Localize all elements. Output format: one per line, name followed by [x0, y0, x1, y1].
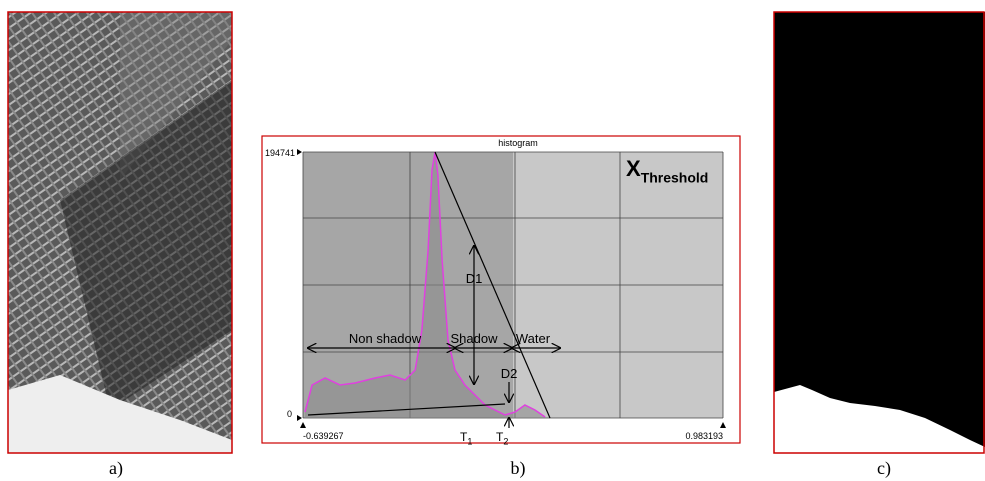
panel-label: a)	[109, 458, 123, 479]
panel-label: c)	[877, 458, 891, 479]
subscript: Threshold	[641, 170, 709, 186]
region-label: Water	[516, 331, 551, 346]
y-tick-label: 194741	[265, 148, 295, 158]
page: a) c) b) histogram 0 194741 -0.639267 0.9831…	[0, 0, 985, 481]
figure: a) c) b) histogram 0 194741 -0.639267 0.9831…	[0, 0, 985, 481]
region-label: Non shadow	[349, 331, 422, 346]
histogram-title: histogram	[498, 138, 538, 148]
binary-mask	[774, 12, 985, 453]
panel-label: b)	[511, 458, 526, 479]
subscript: 1	[467, 437, 472, 447]
aerial-image	[8, 12, 232, 453]
subscript: 2	[503, 437, 508, 447]
x-tick-label: 0.983193	[685, 431, 723, 441]
region-label: Shadow	[451, 331, 499, 346]
distance-label: D2	[501, 366, 518, 381]
symbol: X	[626, 156, 641, 181]
distance-label: D1	[466, 271, 483, 286]
y-tick-label: 0	[287, 409, 292, 419]
x-tick-label: -0.639267	[303, 431, 344, 441]
